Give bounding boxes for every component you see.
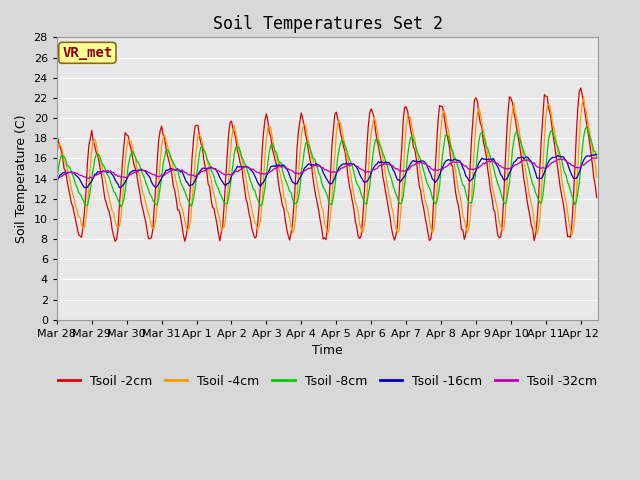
Tsoil -16cm bbox=[591, 152, 599, 157]
Tsoil -4cm bbox=[584, 121, 592, 127]
Tsoil -32cm bbox=[330, 168, 337, 174]
Tsoil -2cm bbox=[451, 178, 458, 183]
Tsoil -8cm bbox=[123, 177, 131, 182]
Tsoil -8cm bbox=[53, 179, 61, 184]
Tsoil -16cm bbox=[122, 179, 129, 185]
Tsoil -4cm bbox=[568, 232, 576, 238]
Y-axis label: Soil Temperature (C): Soil Temperature (C) bbox=[15, 114, 28, 243]
Tsoil -32cm bbox=[451, 159, 458, 165]
Tsoil -32cm bbox=[582, 159, 590, 165]
Tsoil -32cm bbox=[590, 155, 598, 161]
Tsoil -2cm bbox=[236, 160, 244, 166]
Tsoil -4cm bbox=[53, 150, 61, 156]
Tsoil -2cm bbox=[122, 130, 129, 135]
Tsoil -16cm bbox=[152, 185, 159, 191]
Tsoil -2cm bbox=[330, 127, 337, 133]
Tsoil -4cm bbox=[328, 197, 336, 203]
Tsoil -4cm bbox=[235, 144, 243, 150]
Tsoil -16cm bbox=[142, 169, 150, 175]
Tsoil -8cm bbox=[451, 154, 458, 159]
Line: Tsoil -16cm: Tsoil -16cm bbox=[57, 155, 596, 188]
Tsoil -32cm bbox=[84, 175, 92, 181]
Tsoil -8cm bbox=[330, 194, 337, 200]
Tsoil -4cm bbox=[122, 159, 129, 165]
Legend: Tsoil -2cm, Tsoil -4cm, Tsoil -8cm, Tsoil -16cm, Tsoil -32cm: Tsoil -2cm, Tsoil -4cm, Tsoil -8cm, Tsoi… bbox=[52, 370, 602, 393]
Tsoil -8cm bbox=[143, 183, 151, 189]
Tsoil -4cm bbox=[142, 200, 150, 205]
Tsoil -8cm bbox=[117, 204, 125, 210]
Tsoil -2cm bbox=[577, 85, 584, 91]
Tsoil -16cm bbox=[582, 153, 590, 159]
Tsoil -16cm bbox=[330, 178, 337, 184]
Line: Tsoil -4cm: Tsoil -4cm bbox=[57, 96, 596, 235]
Tsoil -32cm bbox=[143, 168, 151, 174]
Tsoil -16cm bbox=[451, 156, 458, 162]
Tsoil -32cm bbox=[53, 174, 61, 180]
Tsoil -4cm bbox=[449, 153, 456, 158]
Tsoil -2cm bbox=[181, 239, 189, 244]
Tsoil -2cm bbox=[142, 218, 150, 224]
Tsoil -4cm bbox=[593, 175, 600, 180]
Text: VR_met: VR_met bbox=[62, 46, 113, 60]
Tsoil -32cm bbox=[236, 167, 244, 172]
Tsoil -2cm bbox=[593, 195, 600, 201]
Tsoil -16cm bbox=[236, 164, 244, 169]
Line: Tsoil -8cm: Tsoil -8cm bbox=[57, 127, 596, 207]
Tsoil -8cm bbox=[593, 155, 600, 160]
Tsoil -16cm bbox=[593, 152, 600, 157]
Tsoil -2cm bbox=[584, 129, 592, 134]
Line: Tsoil -32cm: Tsoil -32cm bbox=[57, 158, 596, 178]
Tsoil -8cm bbox=[236, 148, 244, 154]
Tsoil -8cm bbox=[584, 127, 592, 133]
Tsoil -2cm bbox=[53, 132, 61, 137]
Tsoil -4cm bbox=[580, 94, 588, 99]
X-axis label: Time: Time bbox=[312, 344, 343, 357]
Tsoil -32cm bbox=[593, 155, 600, 161]
Tsoil -16cm bbox=[53, 179, 61, 184]
Tsoil -32cm bbox=[123, 175, 131, 180]
Tsoil -8cm bbox=[582, 124, 590, 130]
Title: Soil Temperatures Set 2: Soil Temperatures Set 2 bbox=[212, 15, 442, 33]
Line: Tsoil -2cm: Tsoil -2cm bbox=[57, 88, 596, 241]
